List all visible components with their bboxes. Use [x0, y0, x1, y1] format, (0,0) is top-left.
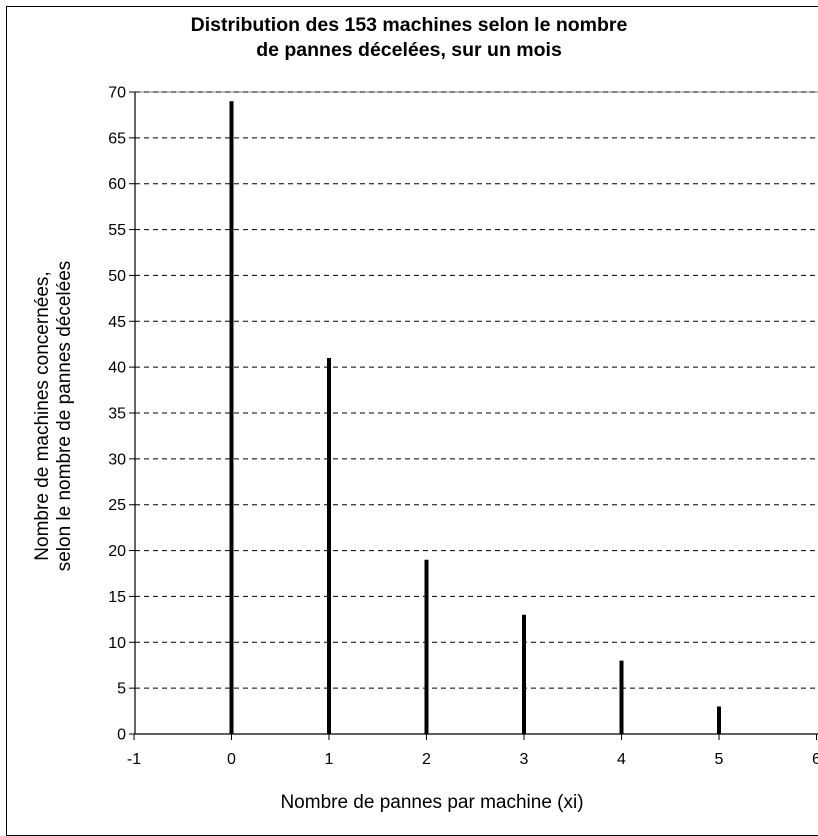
- x-tick-label: 0: [227, 751, 236, 768]
- bar: [229, 101, 234, 734]
- chart-title-line-2: de pannes décelées, sur un mois: [256, 39, 562, 61]
- y-tick-label: 20: [108, 543, 126, 560]
- y-tick-label: 5: [117, 681, 126, 698]
- y-tick-label: 70: [108, 85, 126, 102]
- x-tick-label: 6: [812, 751, 818, 768]
- x-tick-label: 1: [325, 751, 334, 768]
- bar: [619, 660, 624, 734]
- bar: [522, 614, 526, 734]
- bar: [424, 559, 429, 734]
- y-tick-label: 10: [108, 635, 126, 652]
- chart-title-line-1: Distribution des 153 machines selon le n…: [190, 14, 628, 36]
- y-tick-label: 40: [108, 360, 126, 377]
- chart-title: Distribution des 153 machines selon le n…: [0, 13, 818, 63]
- x-tick-label: 4: [617, 751, 626, 768]
- y-tick-label: 55: [108, 222, 126, 239]
- x-tick-label: 5: [715, 751, 724, 768]
- bar: [327, 357, 331, 734]
- x-tick-label: 3: [520, 751, 529, 768]
- y-tick-label: 50: [108, 268, 126, 285]
- y-tick-label: 65: [108, 130, 126, 147]
- x-tick-label: 2: [422, 751, 431, 768]
- chart-frame: [6, 6, 818, 836]
- y-tick-label: 30: [108, 451, 126, 468]
- bar: [717, 706, 721, 734]
- y-tick-label: 0: [117, 727, 126, 744]
- y-tick-label: 45: [108, 314, 126, 331]
- x-axis-label: Nombre de pannes par machine (xi): [280, 792, 584, 813]
- x-tick-label: -1: [127, 751, 141, 768]
- y-tick-label: 60: [108, 176, 126, 193]
- y-tick-label: 35: [108, 406, 126, 423]
- y-tick-label: 25: [108, 497, 126, 514]
- y-tick-label: 15: [108, 589, 126, 606]
